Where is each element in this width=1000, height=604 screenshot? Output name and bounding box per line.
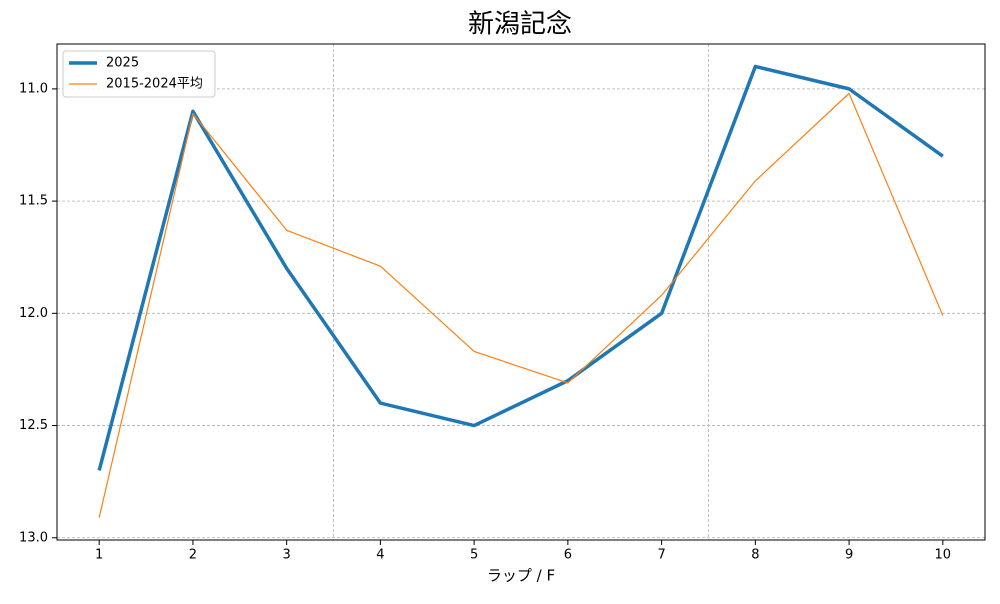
legend: 2025 2015-2024平均 bbox=[62, 50, 216, 98]
x-tick-label: 5 bbox=[470, 548, 478, 563]
x-tick-label: 1 bbox=[95, 548, 103, 563]
y-tick-label: 11.5 bbox=[19, 194, 48, 209]
x-tick-label: 4 bbox=[376, 548, 384, 563]
legend-label: 2015-2024平均 bbox=[106, 77, 203, 92]
x-tick-label: 6 bbox=[564, 548, 572, 563]
legend-box bbox=[62, 50, 216, 98]
series-line bbox=[97, 64, 944, 471]
plot-frame bbox=[56, 43, 986, 541]
chart-title: 新潟記念 bbox=[468, 10, 572, 40]
series-line bbox=[98, 92, 944, 518]
x-tick-label: 3 bbox=[283, 548, 291, 563]
x-axis-label: ラップ / F bbox=[487, 567, 555, 585]
x-tick-label: 10 bbox=[935, 548, 952, 563]
y-tick-label: 13.0 bbox=[19, 530, 48, 545]
y-tick-label: 11.0 bbox=[19, 81, 48, 96]
x-tick-label: 8 bbox=[751, 548, 759, 563]
x-tick-label: 2 bbox=[189, 548, 197, 563]
x-tick-label: 9 bbox=[845, 548, 853, 563]
y-tick-label: 12.0 bbox=[19, 306, 48, 321]
y-tick-label: 12.5 bbox=[19, 418, 48, 433]
legend-label: 2025 bbox=[106, 56, 139, 71]
x-tick-label: 7 bbox=[657, 548, 665, 563]
